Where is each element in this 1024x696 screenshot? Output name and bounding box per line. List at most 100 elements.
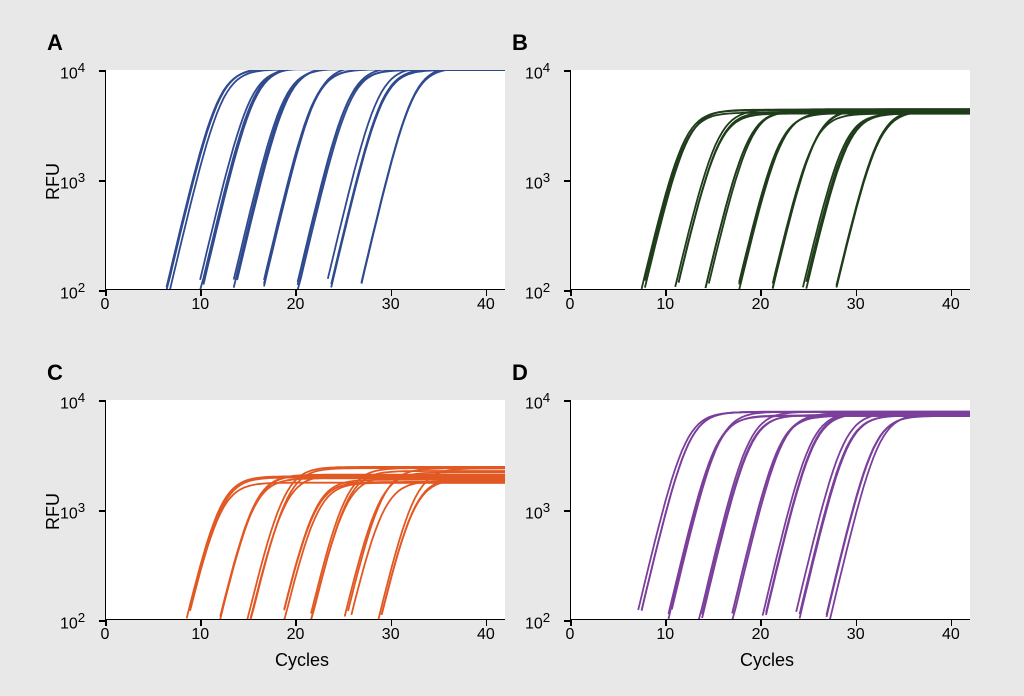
- ytick: 103: [525, 500, 550, 523]
- xtick: 0: [558, 296, 582, 314]
- curve: [298, 70, 505, 290]
- curve: [679, 114, 970, 283]
- xtick: 0: [558, 626, 582, 644]
- y-axis-label: RFU: [43, 493, 64, 530]
- xtick-mark: [665, 290, 667, 296]
- xtick: 10: [653, 626, 677, 644]
- curve: [264, 70, 505, 280]
- xtick: 20: [283, 626, 307, 644]
- curve: [382, 479, 505, 615]
- ytick-mark: [99, 70, 105, 72]
- ytick-mark: [99, 510, 105, 512]
- xtick-mark: [200, 290, 202, 296]
- xtick-mark: [391, 620, 393, 626]
- plot-C: [105, 400, 505, 620]
- plot-B: [570, 70, 970, 290]
- curve: [675, 110, 970, 287]
- xtick-mark: [760, 290, 762, 296]
- panel-label-B: B: [512, 30, 528, 56]
- panel-label-C: C: [47, 360, 63, 386]
- curve: [837, 111, 971, 287]
- xtick: 20: [283, 296, 307, 314]
- curve: [766, 413, 970, 615]
- xtick-mark: [856, 290, 858, 296]
- ytick: 102: [60, 610, 85, 633]
- x-axis-label: Cycles: [740, 650, 794, 671]
- ytick: 102: [60, 280, 85, 303]
- ytick-mark: [564, 510, 570, 512]
- curve: [796, 413, 970, 612]
- xtick-mark: [570, 290, 572, 296]
- curve: [837, 111, 971, 288]
- qpcr-amplification-figure: A102103104010203040RFUB10210310401020304…: [0, 0, 1024, 696]
- curve: [311, 476, 505, 620]
- ytick-mark: [564, 180, 570, 182]
- plot-D: [570, 400, 970, 620]
- ytick: 102: [525, 610, 550, 633]
- xtick-mark: [486, 620, 488, 626]
- xtick: 20: [748, 296, 772, 314]
- panel-label-A: A: [47, 30, 63, 56]
- curve: [351, 481, 505, 615]
- curve: [702, 415, 970, 614]
- curve: [247, 467, 505, 620]
- curve: [298, 70, 505, 282]
- xtick: 30: [844, 626, 868, 644]
- x-axis-label: Cycles: [275, 650, 329, 671]
- curve: [739, 112, 970, 290]
- xtick: 40: [939, 296, 963, 314]
- curves-C: [106, 400, 505, 620]
- curve: [237, 70, 505, 280]
- xtick-mark: [105, 620, 107, 626]
- ytick-mark: [564, 400, 570, 402]
- curve: [806, 113, 970, 281]
- curve: [837, 109, 971, 285]
- curve: [739, 113, 970, 285]
- xtick-mark: [570, 620, 572, 626]
- xtick: 40: [474, 296, 498, 314]
- curve: [800, 415, 970, 618]
- xtick: 30: [379, 296, 403, 314]
- curve: [645, 113, 970, 281]
- plot-A: [105, 70, 505, 290]
- curve: [645, 110, 970, 288]
- curve: [739, 113, 970, 282]
- xtick-mark: [856, 620, 858, 626]
- y-axis-label: RFU: [43, 163, 64, 200]
- xtick: 30: [844, 296, 868, 314]
- xtick-mark: [951, 620, 953, 626]
- curve: [642, 412, 970, 611]
- curve: [773, 109, 970, 288]
- curves-B: [571, 70, 970, 290]
- xtick: 40: [939, 626, 963, 644]
- xtick-mark: [391, 290, 393, 296]
- curve: [642, 110, 970, 289]
- curves-A: [106, 70, 505, 290]
- xtick-mark: [760, 620, 762, 626]
- curve: [773, 110, 970, 289]
- curve: [763, 412, 970, 615]
- ytick-mark: [564, 70, 570, 72]
- xtick-mark: [486, 290, 488, 296]
- curve: [311, 468, 505, 614]
- xtick-mark: [105, 290, 107, 296]
- ytick: 102: [525, 280, 550, 303]
- curve: [298, 70, 505, 285]
- xtick-mark: [951, 290, 953, 296]
- curve: [251, 468, 506, 620]
- curve: [328, 70, 505, 279]
- curve: [766, 412, 970, 613]
- panel-label-D: D: [512, 360, 528, 386]
- xtick: 10: [188, 626, 212, 644]
- ytick: 103: [525, 170, 550, 193]
- xtick: 10: [653, 296, 677, 314]
- xtick: 30: [379, 626, 403, 644]
- curve: [806, 114, 970, 289]
- ytick: 104: [525, 60, 550, 83]
- curve: [702, 415, 970, 618]
- xtick-mark: [200, 620, 202, 626]
- curve: [642, 412, 970, 611]
- curve: [264, 70, 505, 284]
- ytick: 104: [60, 390, 85, 413]
- curve: [167, 70, 506, 287]
